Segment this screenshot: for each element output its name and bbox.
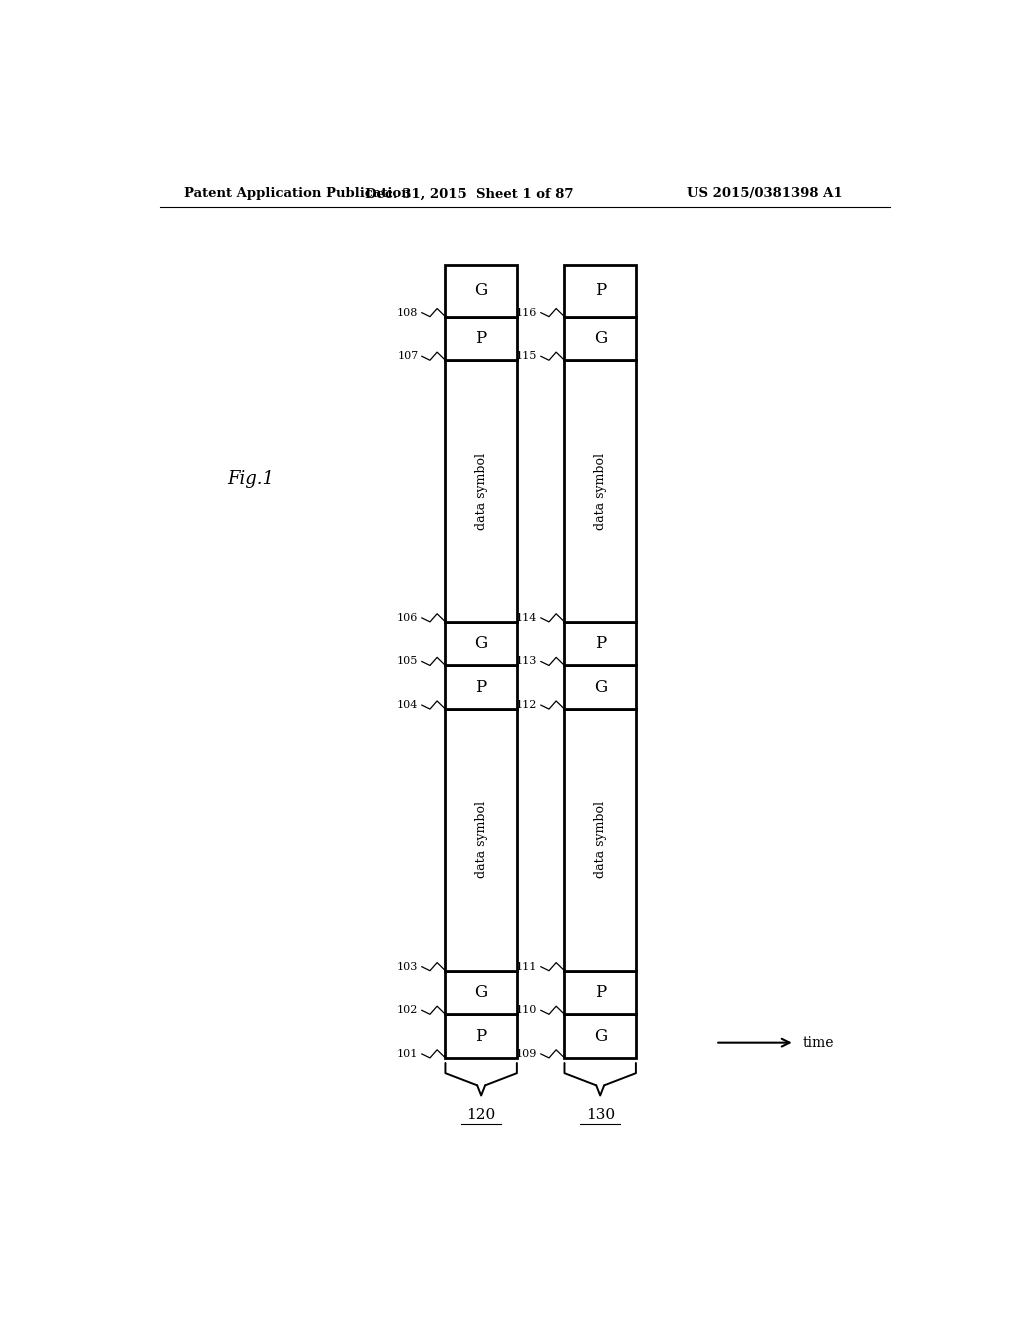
- Bar: [445, 970, 517, 1014]
- Text: data symbol: data symbol: [475, 453, 487, 529]
- Text: Fig.1: Fig.1: [227, 470, 274, 487]
- Text: P: P: [475, 1027, 486, 1044]
- Bar: [564, 317, 636, 360]
- Text: 130: 130: [586, 1107, 614, 1122]
- Text: Dec. 31, 2015  Sheet 1 of 87: Dec. 31, 2015 Sheet 1 of 87: [365, 187, 573, 201]
- Text: P: P: [595, 282, 606, 300]
- Bar: [445, 360, 517, 622]
- Text: G: G: [594, 678, 607, 696]
- Text: P: P: [595, 635, 606, 652]
- Text: P: P: [475, 330, 486, 347]
- Text: 120: 120: [467, 1107, 496, 1122]
- Text: G: G: [474, 635, 487, 652]
- Bar: [564, 265, 636, 317]
- Text: 111: 111: [516, 962, 538, 972]
- Text: 105: 105: [397, 656, 419, 667]
- Bar: [564, 622, 636, 665]
- Bar: [564, 709, 636, 970]
- Text: 112: 112: [516, 700, 538, 710]
- Text: data symbol: data symbol: [594, 801, 606, 878]
- Bar: [445, 265, 517, 317]
- Text: G: G: [594, 330, 607, 347]
- Text: P: P: [475, 678, 486, 696]
- Text: data symbol: data symbol: [475, 801, 487, 878]
- Bar: [445, 622, 517, 665]
- Bar: [445, 317, 517, 360]
- Text: US 2015/0381398 A1: US 2015/0381398 A1: [687, 187, 842, 201]
- Text: 102: 102: [397, 1006, 419, 1015]
- Text: data symbol: data symbol: [594, 453, 606, 529]
- Text: time: time: [803, 1036, 835, 1049]
- Bar: [564, 360, 636, 622]
- Bar: [564, 1014, 636, 1057]
- Text: 107: 107: [397, 351, 419, 362]
- Bar: [445, 665, 517, 709]
- Bar: [445, 1014, 517, 1057]
- Text: Patent Application Publication: Patent Application Publication: [183, 187, 411, 201]
- Text: G: G: [474, 282, 487, 300]
- Text: 104: 104: [397, 700, 419, 710]
- Text: 108: 108: [397, 308, 419, 318]
- Text: 109: 109: [516, 1049, 538, 1059]
- Bar: [445, 709, 517, 970]
- Text: 106: 106: [397, 612, 419, 623]
- Text: P: P: [595, 983, 606, 1001]
- Bar: [564, 665, 636, 709]
- Text: 113: 113: [516, 656, 538, 667]
- Text: 114: 114: [516, 612, 538, 623]
- Text: G: G: [474, 983, 487, 1001]
- Text: G: G: [594, 1027, 607, 1044]
- Text: 115: 115: [516, 351, 538, 362]
- Text: 101: 101: [397, 1049, 419, 1059]
- Text: 116: 116: [516, 308, 538, 318]
- Text: 103: 103: [397, 962, 419, 972]
- Text: 110: 110: [516, 1006, 538, 1015]
- Bar: [564, 970, 636, 1014]
